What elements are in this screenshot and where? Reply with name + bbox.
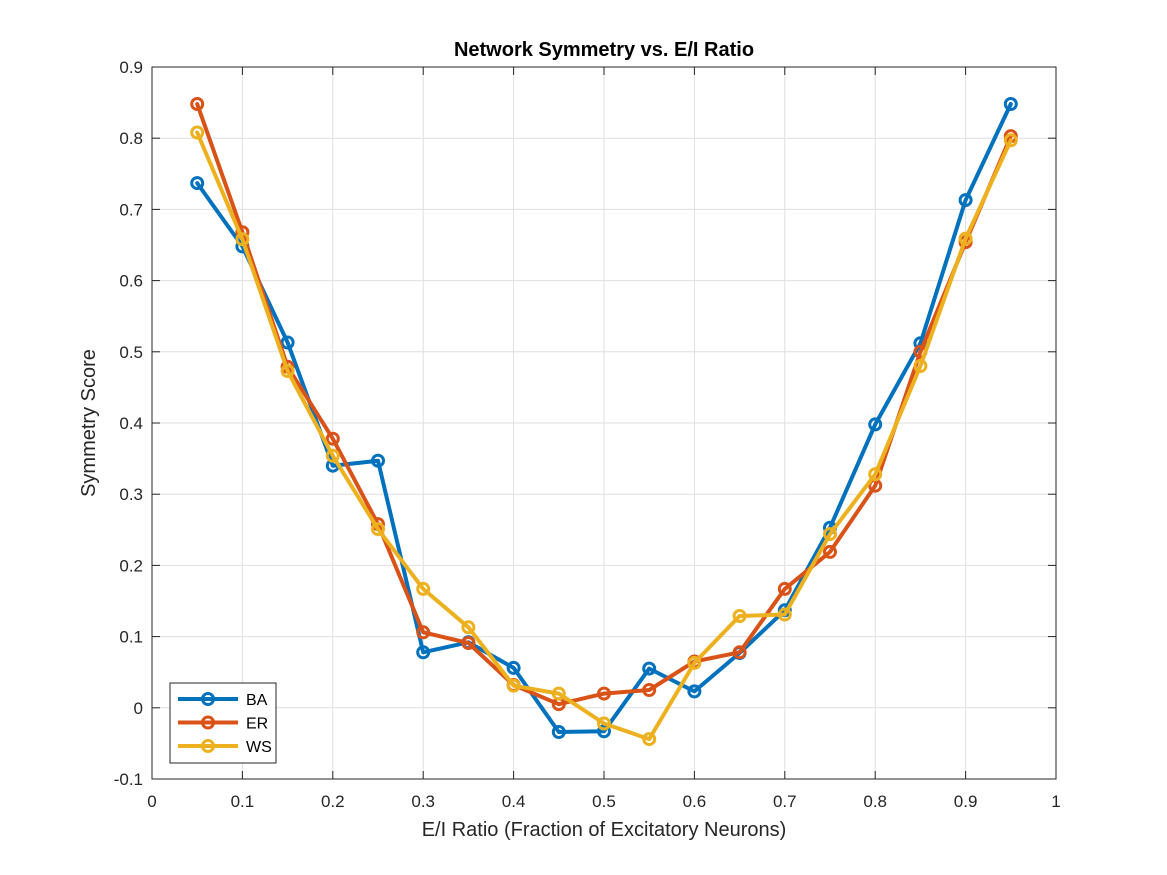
data-point: [371, 453, 385, 468]
y-axis-label: Symmetry Score: [78, 349, 100, 497]
data-point: [325, 431, 340, 446]
series-ws: [190, 125, 1018, 747]
data-point: [868, 417, 883, 432]
data-point: [280, 335, 295, 350]
legend-marker-ba: [201, 692, 215, 706]
legend-marker-er: [201, 715, 215, 730]
y-tick-label: 0.8: [119, 129, 143, 148]
data-point: [597, 724, 611, 739]
x-tick-label: 0.5: [592, 792, 616, 811]
data-point: [732, 645, 747, 660]
data-point: [597, 686, 611, 701]
y-tick-label: 0.6: [119, 272, 143, 291]
data-point: [777, 607, 792, 622]
legend: BA ER WS: [169, 682, 277, 764]
data-point: [551, 686, 566, 701]
y-tick-label: 0.9: [119, 58, 143, 77]
data-point: [190, 97, 205, 111]
x-tick-label: 0.8: [863, 792, 887, 811]
series-group: [190, 97, 1018, 747]
x-axis-label: E/I Ratio (Fraction of Excitatory Neuron…: [422, 819, 787, 841]
legend-marker-ws: [201, 739, 215, 753]
series-line-ws: [195, 130, 1013, 742]
legend-label-ba: BA: [246, 692, 268, 709]
data-point: [235, 232, 250, 247]
data-point: [642, 683, 657, 697]
data-point: [416, 645, 431, 660]
y-tick-label: -0.1: [114, 770, 143, 789]
y-tick-label: 0.7: [119, 200, 143, 219]
data-point: [461, 636, 476, 650]
y-tick-label: 0.1: [119, 628, 143, 647]
legend-label-er: ER: [246, 716, 268, 733]
legend-label-ws: WS: [246, 739, 272, 756]
data-point: [642, 732, 657, 747]
data-point: [280, 364, 295, 378]
data-point: [1003, 97, 1018, 111]
y-tick-label: 0.2: [119, 556, 143, 575]
data-point: [823, 527, 837, 542]
x-tick-label: 0.6: [683, 792, 707, 811]
data-point: [190, 176, 205, 191]
x-tick-label: 0.1: [231, 792, 255, 811]
data-point: [597, 716, 611, 731]
data-point: [913, 359, 928, 373]
data-point: [823, 544, 837, 559]
data-point: [551, 725, 566, 739]
data-point: [958, 231, 973, 246]
data-point: [687, 684, 702, 699]
data-point: [416, 581, 431, 596]
axis-ticks: 0 0.1 0.2 0.3 0.4 0.5 0.6 0.7 0.8 0.9 1-0.100.10.2…: [114, 58, 1061, 811]
x-tick-label: 0: [147, 792, 156, 811]
x-tick-label: 0.4: [502, 792, 526, 811]
x-tick-label: 0.3: [411, 792, 435, 811]
y-tick-label: 0.3: [119, 485, 143, 504]
y-tick-label: 0.4: [119, 414, 143, 433]
data-point: [371, 522, 385, 537]
data-point: [325, 448, 340, 463]
data-point: [416, 625, 431, 640]
data-point: [958, 193, 973, 208]
y-tick-label: 0: [134, 699, 143, 718]
data-point: [868, 467, 883, 482]
data-point: [642, 661, 657, 676]
data-point: [777, 581, 792, 596]
data-point: [190, 125, 205, 140]
x-tick-label: 0.9: [954, 792, 978, 811]
series-line-ba: [195, 102, 1013, 734]
chart-title: Network Symmetry vs. E/I Ratio: [454, 39, 754, 61]
x-tick-label: 0.2: [321, 792, 345, 811]
y-tick-label: 0.5: [119, 343, 143, 362]
series-line-er: [195, 102, 1013, 707]
data-point: [1003, 133, 1018, 148]
data-point: [506, 660, 521, 675]
x-tick-label: 0.7: [773, 792, 797, 811]
data-point: [461, 620, 476, 635]
x-tick-label: 1: [1051, 792, 1060, 811]
data-point: [506, 678, 521, 693]
data-point: [732, 609, 747, 623]
data-point: [687, 655, 702, 670]
